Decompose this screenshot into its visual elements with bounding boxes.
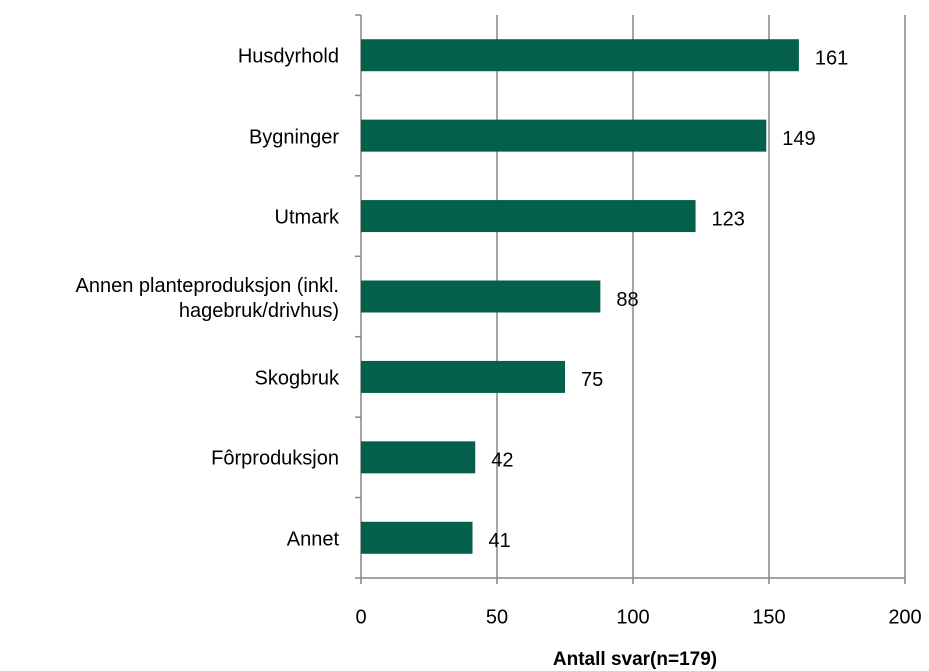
x-tick-label: 150	[752, 606, 785, 628]
y-tick-label: Bygninger	[248, 126, 339, 149]
x-tick-label: 100	[616, 606, 649, 628]
value-label: 161	[815, 47, 848, 69]
y-tick-label: Annen planteproduksjon (inkl. hagebruk/d…	[75, 274, 339, 322]
bar	[361, 441, 476, 474]
y-tick-label: Husdyrhold	[237, 45, 339, 68]
bar	[361, 39, 799, 72]
x-tick-label: 200	[888, 606, 921, 628]
value-label: 123	[712, 208, 745, 230]
value-label: 149	[782, 128, 815, 150]
y-tick-label: Utmark	[274, 206, 339, 229]
value-label: 41	[489, 530, 511, 552]
bar	[361, 200, 696, 233]
bar	[361, 521, 473, 554]
value-label: 75	[581, 369, 603, 391]
x-tick-label: 0	[355, 606, 366, 628]
bar	[361, 119, 767, 152]
y-tick-label: Skogbruk	[254, 367, 340, 390]
bar	[361, 280, 601, 313]
x-tick-label: 50	[486, 606, 508, 628]
value-label: 42	[491, 450, 513, 472]
bar	[361, 360, 565, 393]
x-axis-title: Antall svar(n=179)	[553, 649, 717, 670]
y-tick-label: Fôrproduksjon	[211, 447, 339, 470]
value-label: 88	[616, 289, 638, 311]
y-tick-label: Annet	[286, 528, 339, 551]
